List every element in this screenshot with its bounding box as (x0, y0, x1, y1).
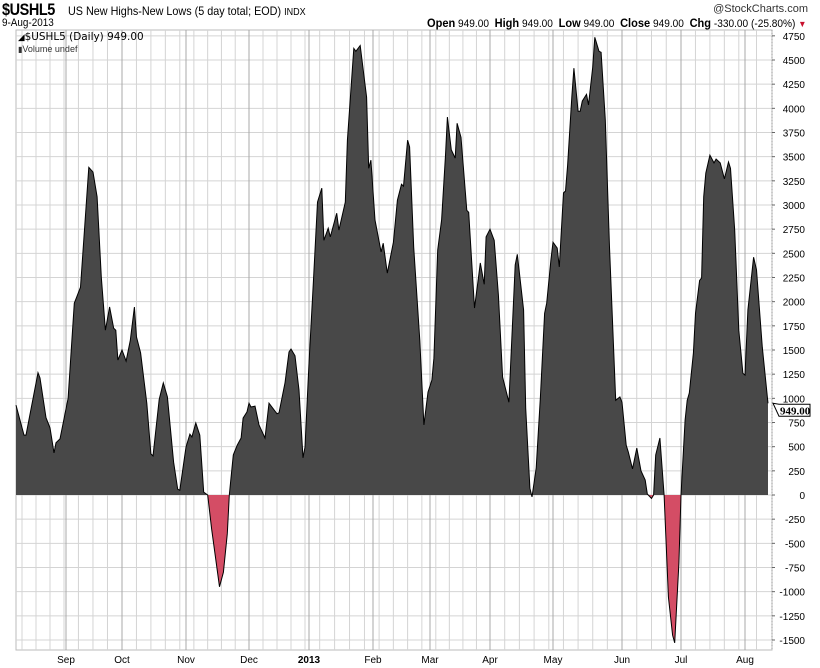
high-label: High (494, 16, 519, 30)
symbol-title: $USHL5 (2, 0, 55, 19)
y-tick-label: 750 (788, 419, 805, 430)
x-tick-label: Apr (482, 655, 498, 666)
x-tick-label: Mar (421, 655, 439, 666)
y-tick-label: -500 (785, 539, 805, 550)
y-tick-label: 2250 (783, 274, 806, 285)
series-line (15, 37, 769, 644)
y-tick-label: 1250 (783, 370, 806, 381)
open-label: Open (426, 16, 455, 30)
y-tick-label: 3250 (783, 177, 806, 188)
y-tick-label: 2750 (783, 225, 806, 236)
x-tick-label: Oct (114, 655, 130, 666)
x-tick-label: Dec (240, 655, 258, 666)
ohlc-summary: Open 949.00 High 949.00 Low 949.00 Close… (427, 16, 806, 30)
y-tick-label: 500 (788, 443, 805, 454)
high-value: 949.00 (521, 18, 553, 30)
y-tick-label: 3500 (783, 153, 806, 164)
low-value: 949.00 (583, 18, 614, 30)
x-tick-label: Sep (57, 655, 75, 666)
y-tick-label: 0 (799, 491, 805, 502)
x-tick-label: May (544, 655, 563, 666)
volume-bars-icon: ▮ (18, 45, 23, 54)
stockcharts-brand[interactable]: @StockCharts.com (713, 3, 808, 15)
chg-value: -330.00 (-25.80%) (713, 18, 795, 30)
y-tick-label: 3000 (783, 201, 806, 212)
close-value: 949.00 (652, 18, 684, 30)
x-tick-label: Nov (177, 655, 195, 666)
y-tick-label: -1000 (779, 588, 805, 599)
x-tick-label: Aug (736, 655, 754, 666)
series-legend-text: $USHL5 (Daily) 949.00 (24, 30, 144, 43)
y-tick-label: 1000 (783, 394, 806, 405)
exchange-label: INDX (284, 7, 306, 18)
y-tick-label: -1500 (779, 636, 805, 647)
chart-date: 9-Aug-2013 (2, 17, 54, 29)
price-tag-value: 949.00 (780, 405, 811, 417)
y-tick-label: 250 (788, 467, 805, 478)
y-tick-label: 1750 (783, 322, 806, 333)
series-legend: ◢$USHL5 (Daily) 949.00 (18, 30, 144, 45)
y-tick-label: 3750 (783, 129, 806, 140)
y-tick-label: 1500 (783, 346, 806, 357)
x-tick-label: Feb (364, 655, 382, 666)
chg-label: Chg (689, 16, 711, 30)
y-tick-label: 4750 (783, 32, 806, 43)
y-tick-label: 4250 (783, 80, 806, 91)
description-text: US New Highs-New Lows (5 day total; EOD) (68, 4, 282, 18)
y-tick-label: -750 (785, 564, 805, 575)
x-tick-label: Jun (614, 655, 630, 666)
close-label: Close (619, 16, 650, 30)
y-tick-label: 4500 (783, 56, 806, 67)
open-value: 949.00 (457, 18, 489, 30)
y-tick-label: 2000 (783, 298, 806, 309)
y-tick-label: -1250 (779, 612, 805, 623)
y-tick-label: 2500 (783, 249, 806, 260)
low-label: Low (558, 16, 581, 30)
y-tick-label: -250 (785, 515, 805, 526)
volume-legend-text: Volume undef (22, 44, 78, 54)
positive-area (16, 37, 768, 495)
price-tag: 949.00 (772, 402, 811, 417)
y-tick-label: 4000 (783, 104, 806, 115)
volume-legend: ▮Volume undef (18, 44, 77, 55)
x-tick-label: Jul (675, 655, 688, 666)
symbol-description: US New Highs-New Lows (5 day total; EOD)… (68, 4, 306, 18)
area-chart-icon: ◢ (18, 33, 25, 43)
x-tick-label: 2013 (298, 655, 321, 666)
x-axis: Sep Oct Nov Dec 2013 Feb Mar Apr May Jun Jul Aug (57, 655, 754, 666)
y-axis: -1500 -1250 -1000 -750 -500 -250 0 250 500 750 100… (772, 32, 805, 647)
down-triangle-icon: ▼ (797, 19, 806, 29)
